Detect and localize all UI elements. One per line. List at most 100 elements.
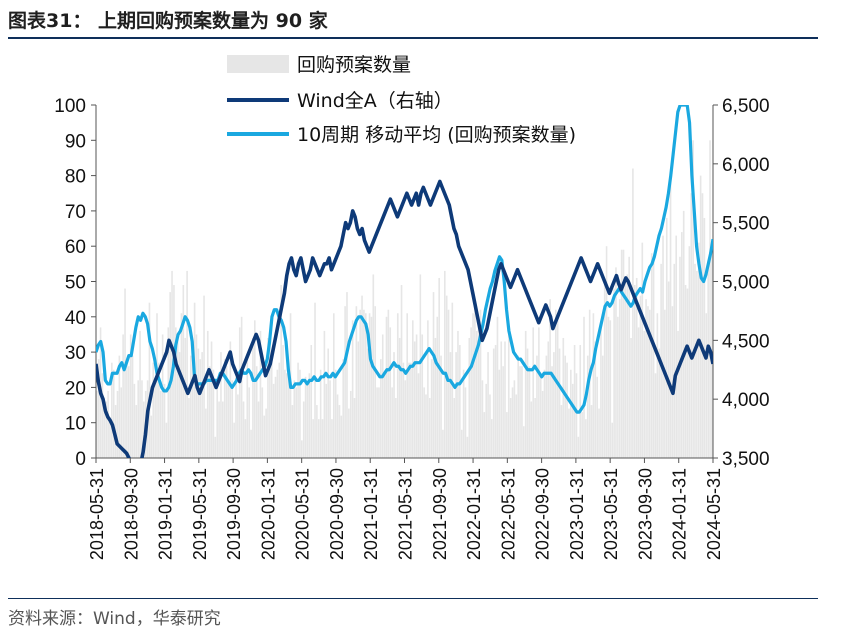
bar-repurchase-count: [400, 285, 403, 458]
bar-repurchase-count: [618, 299, 621, 458]
bar-repurchase-count: [554, 309, 557, 458]
bar-repurchase-count: [534, 397, 536, 458]
bar-repurchase-count: [111, 362, 113, 458]
bar-repurchase-count: [317, 419, 320, 458]
bar-repurchase-count: [161, 334, 164, 458]
bar-repurchase-count: [158, 362, 160, 458]
bar-repurchase-count: [654, 373, 657, 458]
bar-repurchase-count: [432, 292, 435, 458]
bar-repurchase-count: [566, 362, 568, 458]
right-axis-tick-label: 5,000: [722, 273, 770, 294]
bar-repurchase-count: [517, 355, 519, 458]
bar-repurchase-count: [556, 320, 559, 458]
bar-repurchase-count: [423, 387, 425, 458]
bar-repurchase-count: [257, 401, 260, 458]
bar-repurchase-count: [697, 242, 700, 458]
bar-repurchase-count: [348, 408, 350, 458]
bar-repurchase-count: [645, 299, 647, 458]
right-axis-tick-label: 6,500: [722, 96, 770, 117]
bar-repurchase-count: [562, 337, 565, 458]
bar-repurchase-count: [494, 345, 497, 458]
bar-repurchase-count: [378, 387, 380, 458]
bar-repurchase-count: [214, 436, 217, 458]
bar-repurchase-count: [427, 320, 429, 458]
bar-repurchase-count: [349, 390, 352, 458]
x-axis-tick-label: 2019-05-31: [190, 468, 210, 560]
bar-repurchase-count: [238, 327, 241, 458]
bar-repurchase-count: [222, 401, 224, 458]
bar-repurchase-count: [667, 281, 670, 458]
bar-repurchase-count: [357, 341, 360, 458]
bar-repurchase-count: [596, 376, 598, 458]
bar-repurchase-count: [389, 327, 392, 458]
bar-repurchase-count: [570, 369, 572, 458]
x-axis-tick-label: 2022-01-31: [464, 468, 484, 560]
bar-repurchase-count: [650, 253, 653, 458]
x-axis-tick-label: 2019-09-30: [224, 468, 244, 560]
bar-repurchase-count: [351, 320, 354, 458]
bar-repurchase-count: [310, 345, 313, 458]
bar-repurchase-count: [216, 387, 218, 458]
bar-repurchase-count: [96, 390, 98, 458]
bar-repurchase-count: [101, 373, 104, 458]
series-line-moving-average: [96, 105, 713, 414]
bar-repurchase-count: [131, 355, 134, 458]
bar-repurchase-count: [607, 316, 610, 458]
bar-repurchase-count: [489, 394, 491, 458]
x-axis-tick-label: 2020-05-31: [293, 468, 313, 560]
bar-repurchase-count: [564, 355, 566, 458]
legend-swatch-ma: [227, 131, 289, 136]
bar-repurchase-count: [632, 168, 634, 459]
right-axis-tick-label: 4,500: [722, 331, 770, 352]
bar-repurchase-count: [485, 383, 487, 458]
bar-repurchase-count: [331, 419, 333, 458]
bar-repurchase-count: [344, 306, 346, 458]
bar-repurchase-count: [643, 330, 645, 458]
bar-repurchase-count: [551, 366, 553, 458]
bar-repurchase-count: [302, 401, 305, 458]
bar-repurchase-count: [603, 281, 606, 458]
bar-repurchase-count: [459, 345, 461, 458]
right-axis-tick-label: 5,500: [722, 214, 770, 235]
bar-repurchase-count: [410, 362, 412, 458]
bar-repurchase-count: [669, 172, 672, 458]
bar-repurchase-count: [568, 408, 570, 458]
bar-repurchase-count: [227, 380, 230, 458]
x-axis-tick-label: 2023-05-31: [601, 468, 621, 560]
bar-repurchase-count: [387, 309, 390, 458]
bar-repurchase-count: [135, 405, 138, 458]
left-axis-tick-label: 20: [65, 378, 86, 399]
bar-repurchase-count: [428, 397, 431, 458]
bar-repurchase-count: [143, 401, 145, 458]
bar-repurchase-count: [507, 327, 510, 458]
bar-repurchase-count: [103, 412, 106, 458]
bar-repurchase-count: [511, 387, 514, 458]
bar-repurchase-count: [696, 270, 698, 458]
bar-repurchase-count: [539, 373, 542, 458]
bar-repurchase-count: [468, 337, 471, 458]
bar-repurchase-count: [278, 362, 281, 458]
bar-repurchase-count: [649, 309, 651, 458]
bar-repurchase-count: [259, 330, 262, 458]
bar-repurchase-count: [319, 369, 322, 458]
bar-repurchase-count: [605, 246, 608, 458]
bar-repurchase-count: [500, 341, 503, 458]
bar-repurchase-count: [118, 355, 121, 458]
bar-repurchase-count: [175, 327, 177, 458]
bar-repurchase-count: [240, 316, 243, 458]
bar-repurchase-count: [647, 306, 649, 458]
bar-repurchase-count: [707, 260, 709, 458]
x-axis-tick-label: 2020-01-31: [258, 468, 278, 560]
x-axis-tick-label: 2022-05-31: [498, 468, 518, 560]
bar-repurchase-count: [391, 387, 393, 458]
bar-repurchase-count: [577, 436, 580, 458]
bar-repurchase-count: [594, 341, 597, 458]
x-axis-tick-label: 2018-09-30: [121, 468, 141, 560]
x-axis-tick-label: 2023-09-30: [635, 468, 655, 560]
bar-repurchase-count: [408, 362, 410, 458]
bar-repurchase-count: [291, 405, 294, 458]
bar-repurchase-count: [481, 380, 484, 458]
bar-repurchase-count: [613, 288, 615, 458]
bar-repurchase-count: [470, 327, 472, 458]
bar-repurchase-count: [498, 369, 501, 458]
